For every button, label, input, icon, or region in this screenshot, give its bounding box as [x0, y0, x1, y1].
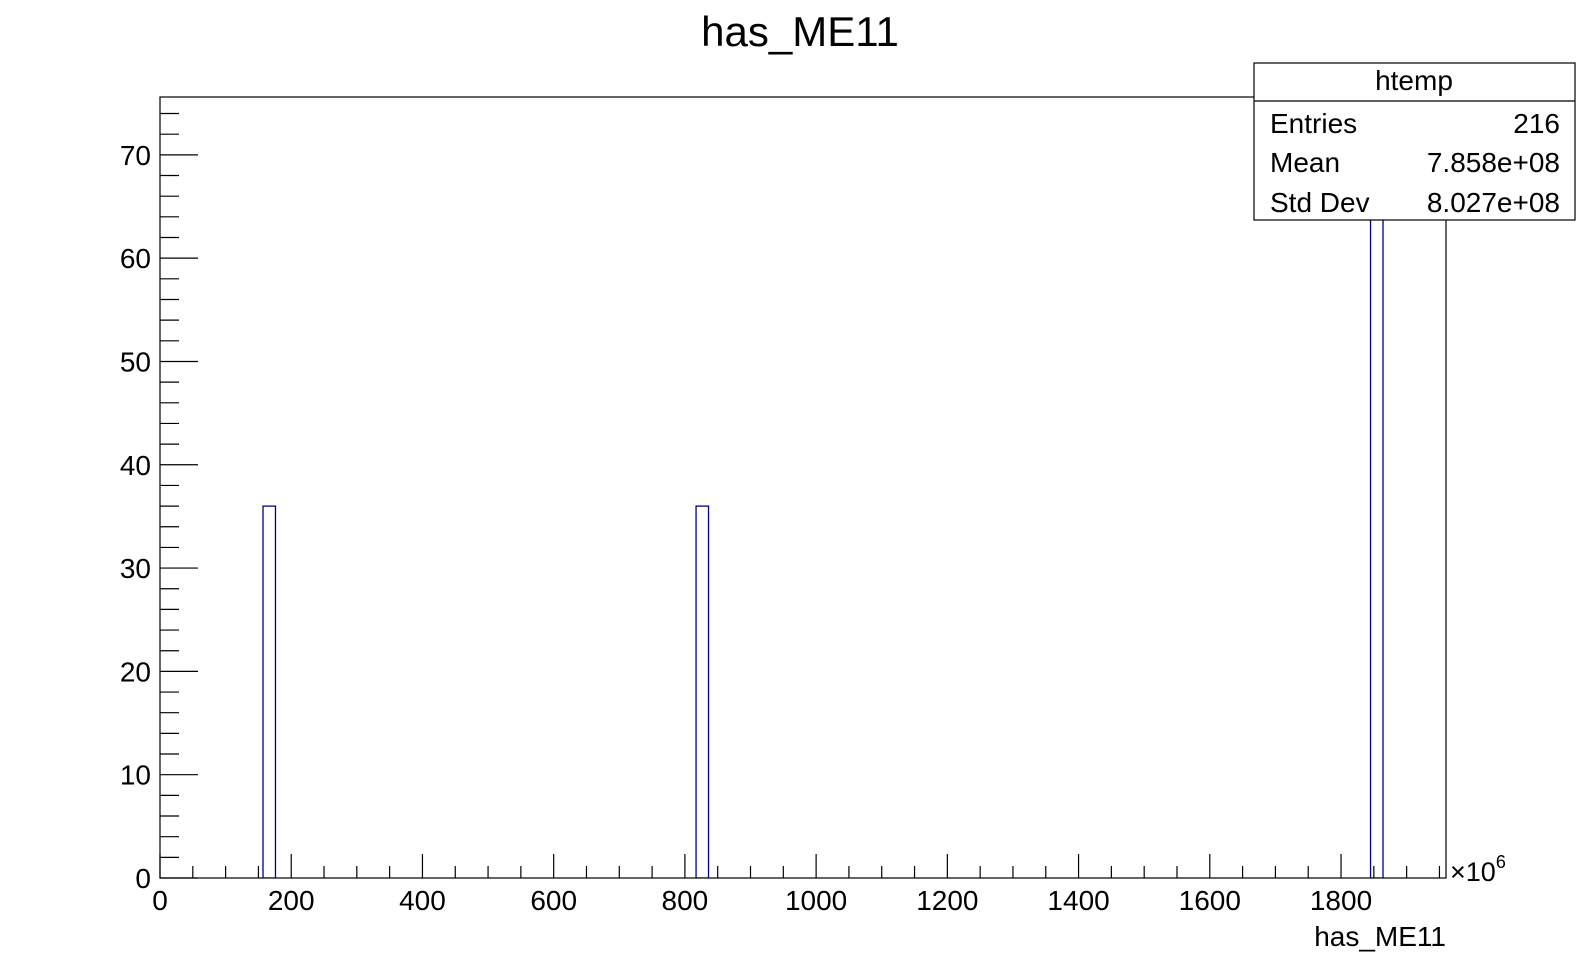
x-tick-label: 400: [399, 885, 446, 916]
plot-frame: [159, 96, 1447, 879]
stats-entries-label: Entries: [1270, 108, 1357, 139]
histogram-bars: [262, 97, 1384, 878]
x-axis-title: has_ME11: [1314, 921, 1446, 952]
y-tick-label: 30: [120, 553, 151, 584]
x-tick-label: 1200: [916, 885, 978, 916]
chart-title: has_ME11: [701, 8, 899, 55]
y-axis-ticks: [160, 112, 198, 879]
histogram-bar-0: [262, 505, 277, 878]
y-tick-label: 20: [120, 656, 151, 687]
y-tick-label: 40: [120, 450, 151, 481]
y-tick-label: 0: [135, 863, 151, 894]
y-tick-label: 70: [120, 140, 151, 171]
x-tick-label: 1000: [785, 885, 847, 916]
stats-stddev-label: Std Dev: [1270, 187, 1370, 218]
stats-stddev-value: 8.027e+08: [1427, 187, 1560, 218]
histogram-bar-1: [695, 505, 710, 878]
y-tick-label: 60: [120, 243, 151, 274]
x-tick-label: 1600: [1179, 885, 1241, 916]
x-tick-label: 0: [152, 885, 168, 916]
x-tick-label: 800: [662, 885, 709, 916]
x-tick-label: 600: [530, 885, 577, 916]
stats-box: htemp Entries 216 Mean 7.858e+08 Std Dev…: [1253, 62, 1576, 221]
stats-box-title: htemp: [1375, 65, 1453, 96]
y-axis-tick-labels: 0 10 20 30 40 50 60 70: [120, 140, 151, 894]
stats-entries-value: 216: [1513, 108, 1560, 139]
x-axis-multiplier: ×106: [1450, 852, 1506, 887]
stats-mean-value: 7.858e+08: [1427, 147, 1560, 178]
x-axis-multiplier-exponent: 6: [1496, 852, 1506, 872]
x-axis-ticks: [159, 854, 1441, 878]
stats-mean-label: Mean: [1270, 147, 1340, 178]
x-axis-tick-labels: 0 200 400 600 800 1000 1200 1400 1600 1800: [152, 885, 1372, 916]
stats-box-frame: [1253, 62, 1576, 221]
x-tick-label: 1400: [1047, 885, 1109, 916]
x-tick-label: 1800: [1310, 885, 1372, 916]
x-tick-label: 200: [268, 885, 315, 916]
y-tick-label: 10: [120, 760, 151, 791]
y-tick-label: 50: [120, 346, 151, 377]
